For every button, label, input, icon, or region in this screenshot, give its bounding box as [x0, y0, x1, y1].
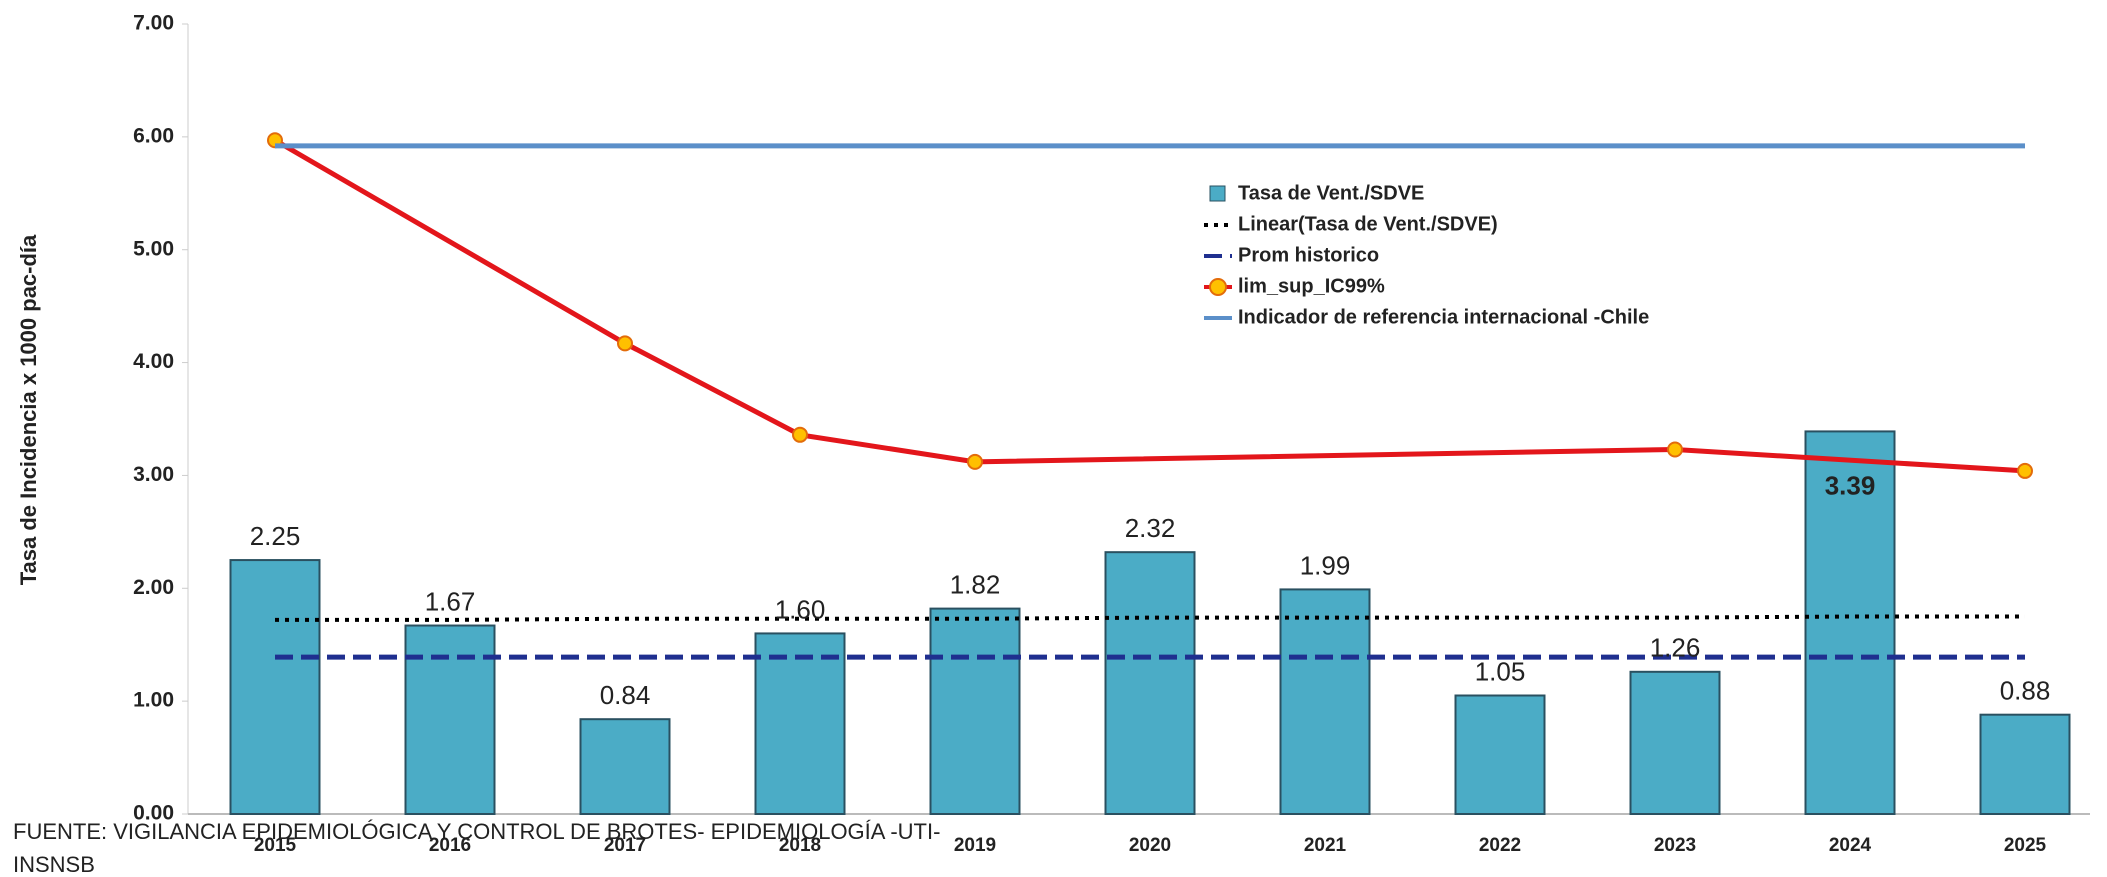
data-label: 1.99 — [1300, 550, 1351, 580]
y-tick-label: 7.00 — [133, 12, 174, 35]
line-marker — [792, 426, 808, 443]
legend-label: Linear(Tasa de Vent./SDVE) — [1238, 213, 1498, 235]
x-tick-label: 2015 — [254, 835, 297, 856]
y-tick-label: 3.00 — [133, 463, 174, 486]
bar — [229, 559, 321, 815]
bar — [754, 632, 846, 816]
legend-label: lim_sup_IC99% — [1238, 275, 1385, 297]
bar — [1979, 713, 2071, 816]
x-tick-label: 2023 — [1654, 835, 1696, 856]
line-marker — [967, 453, 983, 470]
x-tick-label: 2019 — [954, 835, 996, 856]
data-label: 2.25 — [250, 521, 301, 551]
line-dotted — [275, 614, 2025, 622]
legend-label: Indicador de referencia internacional -C… — [1238, 306, 1649, 328]
data-label: 1.05 — [1475, 656, 1526, 686]
y-tick-label: 4.00 — [133, 350, 174, 373]
bar — [1454, 694, 1546, 815]
y-tick-label: 0.00 — [133, 802, 174, 825]
y-tick-label: 6.00 — [133, 124, 174, 147]
data-label: 1.60 — [775, 594, 826, 624]
source-note: FUENTE: VIGILANCIA EPIDEMIOLÓGICA Y CONT… — [13, 819, 940, 844]
x-tick-label: 2024 — [1829, 835, 1872, 856]
legend-marker — [1209, 278, 1227, 296]
bar — [1279, 588, 1371, 816]
line-marker — [617, 335, 633, 352]
y-tick-label: 5.00 — [133, 237, 174, 260]
line-marker — [1667, 441, 1683, 458]
bar — [579, 718, 671, 816]
bar — [929, 607, 1021, 815]
legend-label: Tasa de Vent./SDVE — [1238, 182, 1424, 204]
x-tick-label: 2016 — [429, 835, 471, 856]
y-tick-label: 1.00 — [133, 689, 174, 712]
data-label: 2.32 — [1125, 513, 1176, 543]
bar — [1804, 430, 1896, 815]
x-tick-label: 2025 — [2004, 835, 2047, 856]
x-tick-label: 2017 — [604, 835, 646, 856]
line-solid — [273, 138, 2026, 474]
x-tick-label: 2020 — [1129, 835, 1171, 856]
data-label: 1.82 — [950, 569, 1001, 599]
y-tick-label: 2.00 — [133, 576, 174, 599]
data-label: 0.84 — [600, 680, 651, 710]
data-label: 3.39 — [1825, 470, 1876, 500]
x-tick-label: 2022 — [1479, 835, 1521, 856]
line-marker — [2017, 462, 2033, 479]
data-label: 1.26 — [1650, 633, 1701, 663]
bar — [1629, 670, 1721, 815]
x-tick-label: 2018 — [779, 835, 821, 856]
legend-label: Prom historico — [1238, 244, 1379, 266]
data-label: 1.67 — [425, 586, 476, 616]
source-note: INSNSB — [13, 852, 95, 877]
bar — [1104, 551, 1196, 816]
x-tick-label: 2021 — [1304, 835, 1347, 856]
legend-swatch — [1209, 185, 1226, 202]
y-axis-label: Tasa de Incidencia x 1000 pac-día — [16, 234, 41, 585]
bar — [404, 624, 496, 815]
data-label: 0.88 — [2000, 676, 2051, 706]
